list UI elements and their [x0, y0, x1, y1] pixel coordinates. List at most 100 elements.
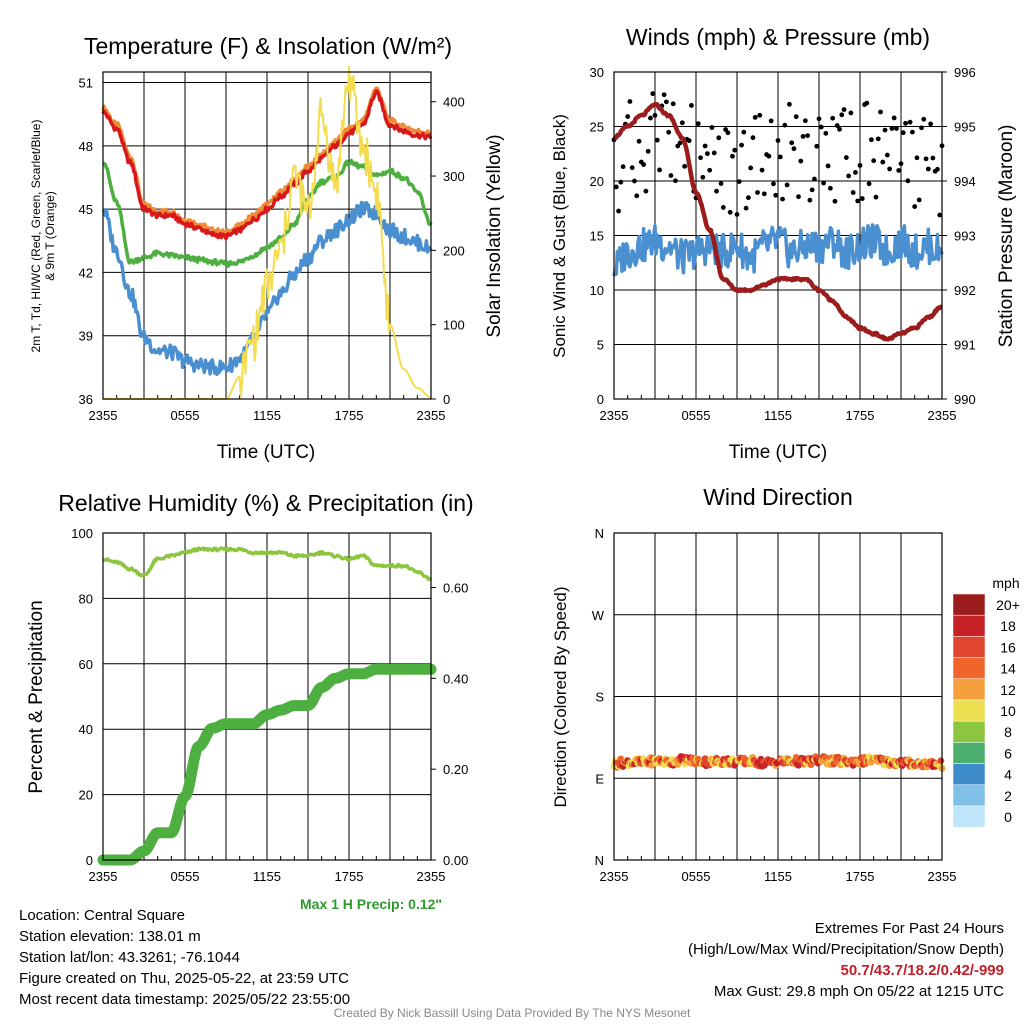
gust-point: [702, 143, 708, 149]
y-tick-label: 15: [590, 229, 604, 244]
gust-point: [809, 187, 815, 193]
gust-point: [789, 140, 795, 146]
y2-tick-label: 0.40: [443, 671, 468, 686]
gust-point: [859, 196, 865, 201]
gust-point: [654, 137, 660, 143]
gust-point: [878, 109, 883, 115]
y-tick-label: 51: [79, 76, 93, 91]
gust-point: [814, 143, 820, 149]
gust-point: [761, 191, 767, 197]
gust-point: [802, 118, 808, 124]
gust-point: [768, 118, 774, 124]
y-tick-label: 45: [79, 202, 93, 217]
y2-tick-label: 0.60: [443, 581, 468, 596]
gust-point: [875, 136, 881, 142]
colorbar-swatch: [952, 636, 986, 658]
x-tick-label: 2355: [89, 869, 118, 884]
gust-point: [937, 212, 943, 218]
colorbar-label: 10: [1000, 703, 1016, 719]
colorbar-label: 6: [1004, 745, 1012, 761]
x-tick-label: 1155: [764, 869, 792, 884]
gust-point: [812, 176, 817, 182]
y-tick-label: 48: [79, 139, 93, 154]
y2-tick-label: 992: [954, 283, 976, 298]
gust-point: [866, 181, 872, 187]
gust-point: [868, 137, 874, 143]
y-tick-label: 100: [71, 526, 93, 541]
gust-point: [643, 188, 649, 194]
credit-text: Created By Nick Bassill Using Data Provi…: [333, 1006, 691, 1020]
gust-point: [641, 162, 647, 167]
gust-point: [912, 204, 918, 209]
x-tick-label: 1755: [335, 869, 364, 884]
gust-point: [830, 115, 836, 121]
dir-title: Wind Direction: [703, 484, 853, 510]
gust-point: [714, 188, 719, 194]
extremes-info: Extremes For Past 24 Hours (High/Low/Max…: [688, 918, 1004, 1002]
gust-point: [928, 121, 934, 127]
colorbar-label: 2: [1004, 788, 1012, 804]
y2-tick-label: 400: [443, 95, 465, 110]
gust-point: [752, 114, 758, 120]
gust-point: [709, 125, 715, 130]
y2-tick-label: 200: [443, 243, 465, 258]
gust-point: [625, 114, 631, 119]
gust-point: [743, 205, 749, 211]
gust-point: [777, 154, 783, 160]
y-tick-label: S: [595, 690, 604, 705]
gust-point: [786, 101, 792, 107]
gust-point: [741, 129, 747, 135]
y2-tick-label: 0.00: [443, 853, 468, 868]
gust-point: [841, 107, 847, 112]
gust-point: [898, 161, 904, 167]
gust-point: [884, 152, 890, 158]
gust-point: [718, 181, 724, 186]
x-tick-label: 2355: [928, 408, 957, 423]
plot-frame: [102, 71, 432, 400]
y2-tick-label: 994: [954, 174, 976, 189]
gust-point: [698, 155, 703, 161]
gust-point: [645, 148, 651, 154]
gust-point: [650, 91, 656, 97]
gust-point: [905, 178, 911, 184]
panel-direction: [610, 532, 946, 861]
gust-point: [800, 133, 806, 139]
gust-point: [775, 138, 781, 143]
gust-point: [727, 209, 733, 215]
plot-frame: [613, 71, 943, 400]
x-tick-label: 2355: [417, 408, 446, 423]
x-tick-label: 2355: [600, 869, 629, 884]
series-line-blue: [101, 200, 433, 377]
plot-frame: [613, 532, 943, 861]
y-tick-label: 0: [597, 392, 604, 407]
colorbar-swatch: [952, 720, 986, 743]
gust-point: [679, 120, 685, 126]
y-tick-label: 20: [79, 788, 93, 803]
x-tick-label: 1155: [253, 869, 281, 884]
colorbar-swatch: [952, 593, 986, 616]
y-tick-label: N: [595, 526, 604, 541]
y-tick-label: 80: [79, 591, 93, 606]
series-line-wind: [612, 223, 944, 277]
colorbar-label: 16: [1000, 639, 1016, 655]
colorbar-label: 0: [1004, 809, 1012, 825]
colorbar-label: 4: [1004, 767, 1012, 783]
series-line-rh: [102, 546, 433, 582]
gust-point: [827, 185, 833, 191]
location-text: Location: Central Square: [19, 907, 185, 924]
y-tick-label: 36: [79, 392, 93, 407]
panel-temperature: [101, 65, 436, 400]
temp-title: Temperature (F) & Insolation (W/m²): [84, 33, 452, 59]
gust-point: [634, 193, 640, 199]
panel-humidity: [97, 532, 437, 866]
x-tick-label: 2355: [417, 869, 446, 884]
gust-point: [891, 115, 897, 121]
gust-point: [896, 168, 902, 173]
gust-point: [873, 194, 879, 200]
gust-point: [736, 179, 742, 184]
gust-point: [857, 162, 863, 168]
x-tick-label: 2355: [89, 408, 118, 423]
gust-point: [648, 115, 653, 121]
gust-point: [864, 100, 870, 106]
colorbar-label: 12: [1000, 682, 1016, 698]
